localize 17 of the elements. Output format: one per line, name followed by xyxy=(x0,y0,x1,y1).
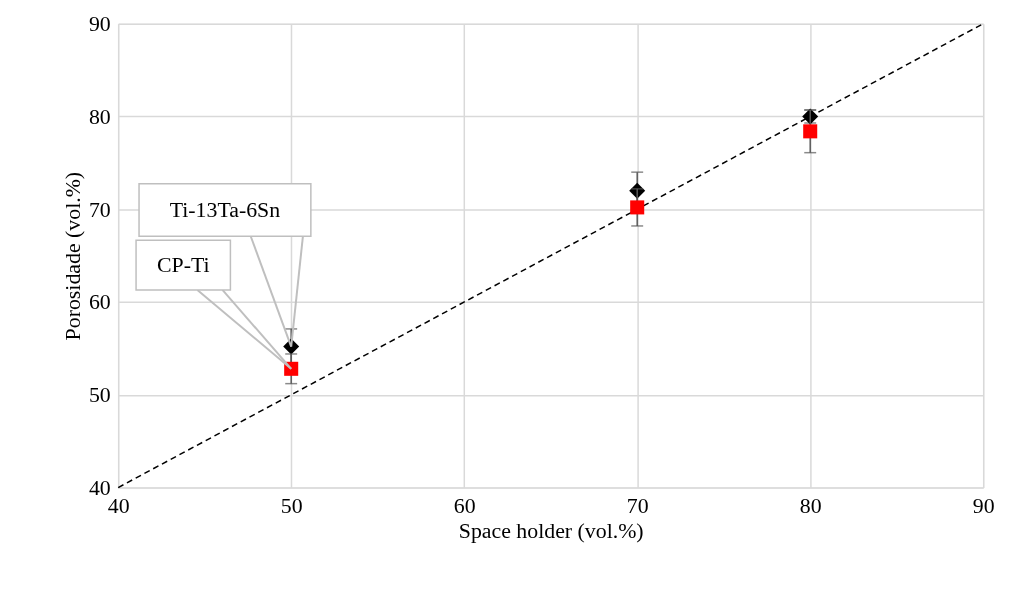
point xyxy=(630,200,645,215)
y-tick-label: 80 xyxy=(88,104,111,129)
text: CP-Ti xyxy=(156,253,210,278)
x-tick-label: 70 xyxy=(626,493,649,518)
x-tick-label: 80 xyxy=(799,493,822,518)
x-axis-title: Space holder (vol.%) xyxy=(458,518,644,543)
x-tick-label: 60 xyxy=(453,493,476,518)
point xyxy=(803,124,818,139)
y-tick-label: 70 xyxy=(88,197,111,222)
y-tick-label: 60 xyxy=(88,290,111,315)
text: Ti-13Ta-6Sn xyxy=(169,197,281,222)
y-tick-label: 90 xyxy=(88,12,111,37)
y-tick-label: 50 xyxy=(88,383,111,408)
y-axis-title: Porosidade (vol.%) xyxy=(60,171,85,341)
y-tick-label: 40 xyxy=(88,475,111,500)
x-tick-label: 90 xyxy=(972,493,995,518)
x-tick-label: 50 xyxy=(280,493,303,518)
